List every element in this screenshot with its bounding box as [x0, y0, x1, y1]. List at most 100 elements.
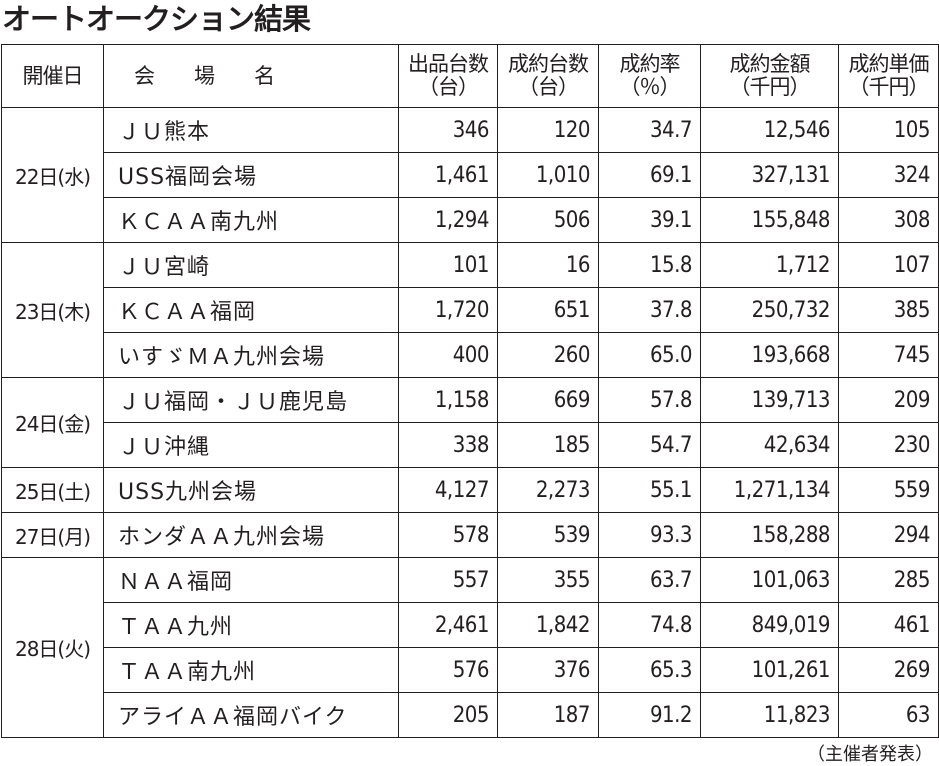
sold-count: 506	[497, 197, 599, 243]
page-title: オートオークション結果	[2, 2, 311, 36]
header-label: 出品台数	[408, 52, 489, 76]
listed-count: 2,461	[398, 602, 498, 648]
sale-rate: 15.8	[598, 242, 701, 288]
table-row: ＴＡＡ九州 2,461 1,842 74.8 849,019 461	[2, 602, 939, 648]
venue-name: USS九州会場	[103, 467, 399, 513]
header-date: 開催日	[1, 44, 104, 108]
venue-name: USS福岡会場	[103, 152, 399, 198]
header-amount: 成約金額 （千円）	[700, 44, 839, 108]
sale-amount: 1,271,134	[700, 467, 839, 513]
sale-rate: 54.7	[598, 422, 701, 468]
date-cell: 24日(金)	[1, 377, 104, 468]
sold-count: 376	[497, 647, 599, 693]
sale-rate: 57.8	[598, 377, 701, 423]
sold-count: 2,273	[497, 467, 599, 513]
header-label: 会 場 名	[134, 63, 275, 88]
sale-amount: 327,131	[700, 152, 839, 198]
table-row: ＴＡＡ南九州 576 376 65.3 101,261 269	[2, 647, 939, 693]
auction-results-table: 開催日 会 場 名 出品台数 （台） 成約台数 （台） 成約率 （％） 成約金額 （千円…	[1, 44, 939, 738]
sale-rate: 69.1	[598, 152, 701, 198]
unit-price: 269	[838, 647, 939, 693]
sale-rate: 93.3	[598, 512, 701, 558]
sold-count: 651	[497, 287, 599, 333]
table-row: 25日(土) USS九州会場 4,127 2,273 55.1 1,271,134 559	[1, 467, 939, 513]
table-row: ＫＣＡＡ福岡 1,720 651 37.8 250,732 385	[2, 287, 939, 333]
sale-amount: 11,823	[700, 692, 839, 738]
sale-amount: 12,546	[700, 107, 839, 153]
table-row: ＪＵ沖縄 338 185 54.7 42,634 230	[2, 422, 939, 468]
header-listed: 出品台数 （台）	[398, 44, 498, 108]
header-label: 成約金額	[729, 52, 811, 76]
sale-amount: 42,634	[700, 422, 839, 468]
sale-rate: 65.3	[598, 647, 701, 693]
header-unit-price: 成約単価 （千円）	[838, 44, 939, 108]
sale-rate: 74.8	[598, 602, 701, 648]
header-sold: 成約台数 （台）	[497, 44, 599, 108]
table-row: 28日(火) ＮＡＡ福岡 557 355 63.7 101,063 285	[1, 557, 939, 738]
table-row: 23日(木) ＪＵ宮崎 101 16 15.8 1,712 107	[1, 242, 939, 378]
header-venue: 会 場 名	[103, 44, 399, 108]
sale-amount: 158,288	[700, 512, 839, 558]
header-unit: （千円）	[729, 75, 811, 99]
venue-name: ＪＵ熊本	[103, 107, 399, 153]
unit-price: 230	[838, 422, 939, 468]
table-row: いすゞＭＡ九州会場 400 260 65.0 193,668 745	[2, 332, 939, 378]
sold-count: 260	[497, 332, 599, 378]
table-row: 24日(金) ＪＵ福岡・ＪＵ鹿児島 1,158 669 57.8 139,713 209	[1, 377, 939, 468]
date-cell: 25日(土)	[1, 467, 104, 513]
venue-name: アライＡＡ福岡バイク	[103, 692, 399, 738]
venue-name: ＮＡＡ福岡	[103, 557, 399, 603]
venue-name: ＴＡＡ南九州	[103, 647, 399, 693]
date-cell: 27日(月)	[1, 512, 104, 558]
unit-price: 324	[838, 152, 939, 198]
header-label: 成約単価	[848, 52, 930, 76]
unit-price: 745	[838, 332, 939, 378]
venue-name: ホンダＡＡ九州会場	[103, 512, 399, 558]
date-cell: 28日(火)	[1, 557, 104, 738]
sold-count: 1,010	[497, 152, 599, 198]
sold-count: 120	[497, 107, 599, 153]
sale-amount: 849,019	[700, 602, 839, 648]
sold-count: 539	[497, 512, 599, 558]
venue-name: ＪＵ宮崎	[103, 242, 399, 288]
sale-amount: 1,712	[700, 242, 839, 288]
unit-price: 63	[838, 692, 939, 738]
venue-name: ＪＵ沖縄	[103, 422, 399, 468]
unit-price: 107	[838, 242, 939, 288]
venue-name: ＫＣＡＡ南九州	[103, 197, 399, 243]
sale-rate: 55.1	[598, 467, 701, 513]
listed-count: 346	[398, 107, 498, 153]
listed-count: 557	[398, 557, 498, 603]
sale-amount: 101,261	[700, 647, 839, 693]
venue-name: ＪＵ福岡・ＪＵ鹿児島	[103, 377, 399, 423]
sale-amount: 155,848	[700, 197, 839, 243]
unit-price: 559	[838, 467, 939, 513]
date-cell: 23日(木)	[1, 242, 104, 378]
sale-rate: 37.8	[598, 287, 701, 333]
listed-count: 1,720	[398, 287, 498, 333]
sale-rate: 39.1	[598, 197, 701, 243]
unit-price: 385	[838, 287, 939, 333]
sale-rate: 63.7	[598, 557, 701, 603]
header-label: 開催日	[22, 63, 84, 88]
header-unit: （台）	[518, 75, 579, 99]
table-row: 22日(水) ＪＵ熊本 346 120 34.7 12,546 105	[1, 107, 939, 243]
venue-name: ＫＣＡＡ福岡	[103, 287, 399, 333]
sold-count: 185	[497, 422, 599, 468]
sale-rate: 65.0	[598, 332, 701, 378]
sold-count: 355	[497, 557, 599, 603]
unit-price: 294	[838, 512, 939, 558]
date-cell: 22日(水)	[1, 107, 104, 243]
table-row: USS福岡会場 1,461 1,010 69.1 327,131 324	[2, 152, 939, 198]
listed-count: 578	[398, 512, 498, 558]
header-label: 成約率	[619, 52, 681, 76]
table-row: ＫＣＡＡ南九州 1,294 506 39.1 155,848 308	[2, 197, 939, 243]
listed-count: 1,294	[398, 197, 498, 243]
header-unit: （％）	[619, 75, 681, 99]
unit-price: 105	[838, 107, 939, 153]
sold-count: 1,842	[497, 602, 599, 648]
header-unit: （千円）	[848, 75, 930, 99]
sale-amount: 193,668	[700, 332, 839, 378]
venue-name: ＴＡＡ九州	[103, 602, 399, 648]
sale-amount: 139,713	[700, 377, 839, 423]
